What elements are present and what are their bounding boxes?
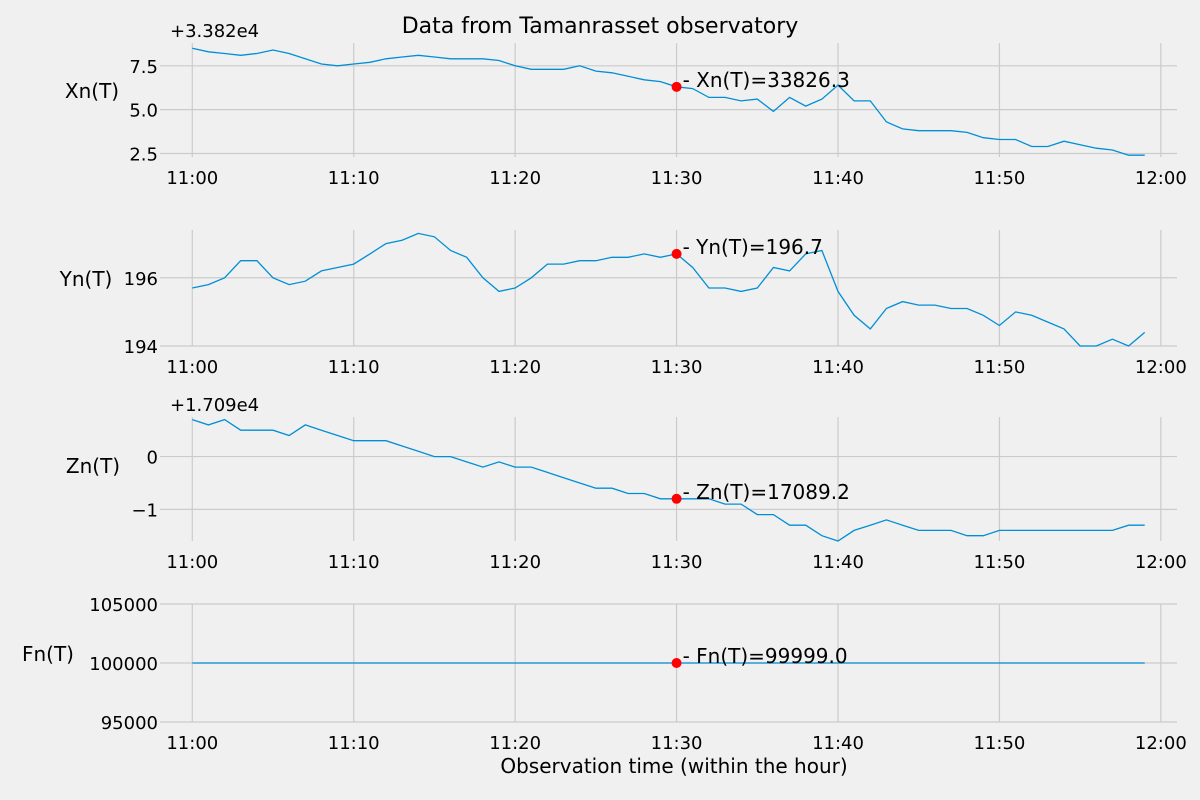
x-tick-label: 11:30 [651, 168, 703, 189]
y-tick-label: 105000 [89, 595, 158, 616]
panel-xn: 2.5 5.0 7.5 11:00 11:10 11:20 11:30 11:40 11:50 1… [65, 21, 1187, 189]
x-tick-label: 11:10 [328, 357, 380, 378]
y-axis-label: Yn(T) [59, 267, 113, 291]
yn-series-line [192, 232, 1146, 347]
x-tick-label: 11:20 [489, 552, 541, 573]
x-tick-label: 11:00 [166, 552, 218, 573]
fn-marker [671, 658, 682, 669]
y-axis-label: Fn(T) [22, 642, 74, 666]
x-tick-label: 11:10 [328, 168, 380, 189]
panel-yn: 194 196 11:00 11:10 11:20 11:30 11:40 11:50 12:0… [59, 230, 1187, 378]
xn-series-line [192, 47, 1145, 156]
y-tick-label: 95000 [101, 713, 158, 734]
offset-label: +3.382e4 [170, 21, 259, 42]
x-tick-label: 11:00 [166, 357, 218, 378]
zn-marker-label: - Zn(T)=17089.2 [683, 480, 850, 504]
chart-title: Data from Tamanrasset observatory [402, 14, 799, 39]
x-tick-label: 11:30 [651, 733, 703, 754]
x-tick-label: 12:00 [1135, 168, 1187, 189]
x-tick-label: 11:50 [973, 733, 1025, 754]
x-tick-label: 11:50 [973, 168, 1025, 189]
y-tick-label: 196 [124, 269, 158, 290]
y-tick-label: 2.5 [129, 144, 158, 165]
y-tick-label: 7.5 [129, 57, 158, 78]
yn-marker-label: - Yn(T)=196.7 [683, 235, 823, 259]
x-tick-label: 11:20 [489, 733, 541, 754]
x-tick-label: 11:20 [489, 357, 541, 378]
y-tick-label: −1 [131, 500, 158, 521]
xn-marker [671, 81, 682, 92]
y-tick-label: 0 [147, 448, 158, 469]
x-tick-label: 11:40 [812, 168, 864, 189]
x-tick-label: 12:00 [1135, 357, 1187, 378]
panel-zn: −1 0 11:00 11:10 11:20 11:30 11:40 11:50 12:00 Z… [66, 395, 1187, 573]
x-tick-label: 11:40 [812, 552, 864, 573]
x-tick-label: 11:00 [166, 733, 218, 754]
x-tick-label: 11:20 [489, 168, 541, 189]
zn-series-line [192, 418, 1145, 542]
fn-marker-label: - Fn(T)=99999.0 [683, 644, 848, 668]
x-tick-label: 11:30 [651, 552, 703, 573]
x-tick-label: 11:50 [973, 357, 1025, 378]
x-tick-label: 11:10 [328, 552, 380, 573]
zn-marker [671, 493, 682, 504]
x-tick-label: 12:00 [1135, 552, 1187, 573]
y-tick-label: 5.0 [129, 101, 158, 122]
y-axis-label: Xn(T) [65, 79, 119, 103]
x-tick-label: 11:40 [812, 357, 864, 378]
offset-label: +1.709e4 [170, 395, 259, 416]
xn-marker-label: - Xn(T)=33826.3 [683, 68, 850, 92]
x-tick-label: 11:30 [651, 357, 703, 378]
y-tick-label: 194 [124, 337, 158, 358]
x-tick-label: 11:00 [166, 168, 218, 189]
x-tick-label: 11:40 [812, 733, 864, 754]
x-axis-label: Observation time (within the hour) [500, 754, 847, 778]
x-tick-label: 11:50 [973, 552, 1025, 573]
y-axis-label: Zn(T) [66, 454, 120, 478]
yn-marker [671, 248, 682, 259]
panel-fn: 95000 100000 105000 11:00 11:10 11:20 11:30 11:… [22, 595, 1187, 778]
x-tick-label: 11:10 [328, 733, 380, 754]
x-tick-label: 12:00 [1135, 733, 1187, 754]
y-tick-label: 100000 [89, 654, 158, 675]
